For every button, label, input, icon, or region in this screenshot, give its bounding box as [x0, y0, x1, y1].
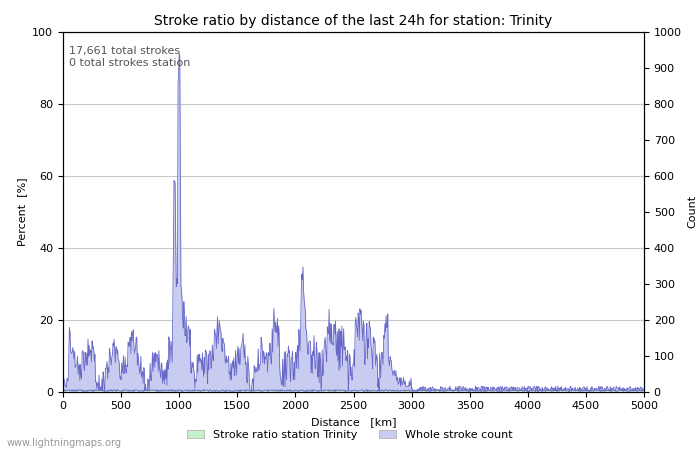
- Legend: Stroke ratio station Trinity, Whole stroke count: Stroke ratio station Trinity, Whole stro…: [183, 425, 517, 445]
- Text: 17,661 total strokes
0 total strokes station: 17,661 total strokes 0 total strokes sta…: [69, 46, 190, 68]
- X-axis label: Distance   [km]: Distance [km]: [311, 417, 396, 427]
- Y-axis label: Percent  [%]: Percent [%]: [17, 177, 27, 246]
- Y-axis label: Count: Count: [687, 195, 697, 228]
- Title: Stroke ratio by distance of the last 24h for station: Trinity: Stroke ratio by distance of the last 24h…: [155, 14, 552, 27]
- Text: www.lightningmaps.org: www.lightningmaps.org: [7, 438, 122, 448]
